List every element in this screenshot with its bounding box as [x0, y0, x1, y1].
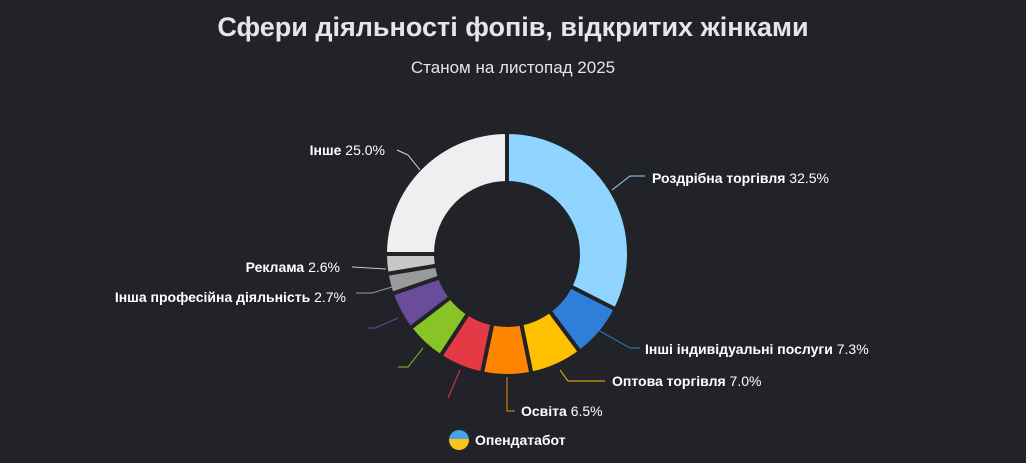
label-other: Інше 25.0% [309, 142, 385, 158]
label-retail: Роздрібна торгівля 32.5% [652, 170, 829, 186]
opendatabot-logo-icon [449, 430, 469, 450]
slice-Роздрібна торгівля [505, 130, 631, 312]
leader-line-other [396, 149, 421, 171]
leader-line-red [447, 369, 461, 399]
leader-line-prof [356, 286, 393, 294]
label-wholesale: Оптова торгівля 7.0% [612, 373, 762, 389]
brand: Опендатабот [449, 430, 566, 450]
leader-line-ads [351, 266, 387, 270]
leader-line-retail [611, 175, 645, 191]
leader-line-education [506, 377, 515, 412]
leader-line-purple [368, 317, 399, 329]
leader-line-personal-services [597, 329, 640, 349]
label-education: Освіта 6.5% [521, 403, 603, 419]
brand-name: Опендатабот [475, 432, 566, 448]
chart-title: Сфери діяльності фопів, відкритих жінкам… [217, 12, 809, 42]
slice-Інше [383, 130, 509, 256]
label-prof-activity: Інша професійна діяльність 2.7% [114, 289, 346, 305]
leader-line-green [398, 347, 424, 368]
chart-subtitle: Станом на листопад 2025 [410, 58, 616, 77]
label-personal-services: Інші індивідуальні послуги 7.3% [645, 341, 869, 357]
label-ads: Реклама 2.6% [245, 259, 340, 275]
leader-line-wholesale [559, 369, 605, 382]
